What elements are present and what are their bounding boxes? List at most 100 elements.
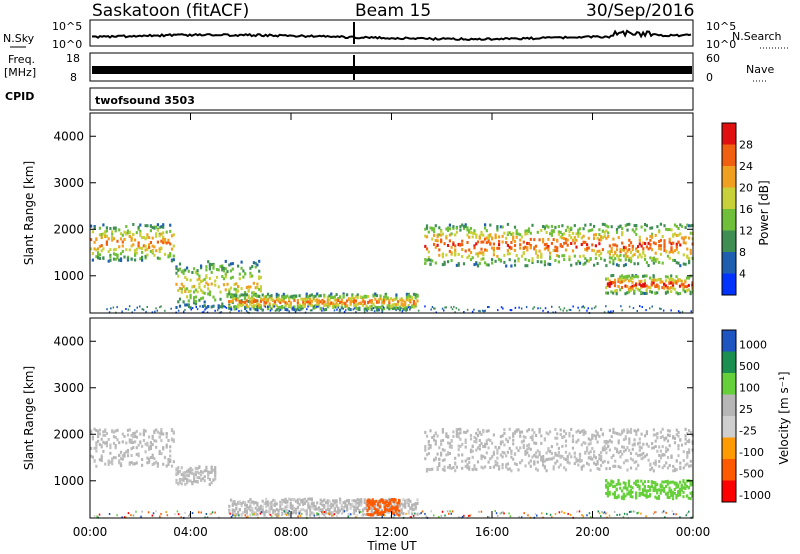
scatter-cell bbox=[661, 286, 664, 290]
scatter-cell bbox=[244, 295, 247, 298]
scatter-cell bbox=[605, 479, 608, 483]
noise-cell bbox=[196, 308, 199, 311]
scatter-cell bbox=[346, 304, 349, 308]
scatter-cell bbox=[91, 252, 94, 256]
scatter-cell bbox=[180, 282, 183, 286]
scatter-cell bbox=[508, 252, 511, 256]
scatter-cell bbox=[259, 507, 262, 511]
scatter-cell bbox=[411, 512, 414, 516]
scatter-cell bbox=[441, 428, 444, 432]
noise-cell bbox=[269, 513, 272, 516]
scatter-cell bbox=[640, 457, 643, 461]
scatter-cell bbox=[116, 253, 119, 257]
scatter-cell bbox=[652, 486, 655, 490]
scatter-cell bbox=[160, 232, 163, 236]
scatter-cell bbox=[344, 305, 347, 309]
noise-cell bbox=[352, 511, 355, 514]
scatter-cell bbox=[670, 281, 673, 285]
scatter-cell bbox=[610, 250, 613, 253]
scatter-cell bbox=[475, 448, 478, 452]
noise-cell bbox=[655, 511, 657, 514]
noise-cell bbox=[116, 306, 118, 309]
scatter-cell bbox=[661, 480, 664, 484]
scatter-cell bbox=[361, 513, 365, 517]
noise-cell bbox=[495, 512, 498, 515]
scatter-cell bbox=[526, 451, 529, 455]
scatter-cell bbox=[454, 233, 457, 237]
scatter-cell bbox=[675, 275, 678, 279]
scatter-cell bbox=[624, 494, 627, 498]
scatter-cell bbox=[240, 266, 243, 270]
scatter-cell bbox=[212, 264, 215, 268]
scatter-cell bbox=[684, 437, 687, 441]
scatter-cell bbox=[247, 500, 250, 503]
scatter-cell bbox=[436, 452, 439, 456]
noise-cell bbox=[201, 311, 204, 314]
scatter-cell bbox=[647, 241, 650, 245]
scatter-cell bbox=[434, 439, 437, 443]
scatter-cell bbox=[377, 299, 380, 303]
scatter-cell bbox=[668, 489, 671, 493]
scatter-cell bbox=[665, 436, 668, 440]
scatter-cell bbox=[144, 248, 147, 252]
noise-cell bbox=[605, 305, 607, 308]
scatter-cell bbox=[323, 498, 326, 502]
scatter-cell bbox=[635, 491, 638, 495]
noise-cell bbox=[509, 309, 512, 312]
scatter-cell bbox=[163, 455, 167, 459]
noise-cell bbox=[274, 309, 277, 312]
scatter-cell bbox=[158, 431, 161, 435]
scatter-cell bbox=[545, 242, 548, 246]
scatter-cell bbox=[148, 245, 151, 249]
scatter-cell bbox=[610, 281, 613, 285]
noise-cell bbox=[431, 306, 434, 308]
scatter-cell bbox=[496, 254, 499, 258]
noise-cell bbox=[302, 307, 304, 310]
scatter-cell bbox=[573, 451, 576, 455]
scatter-cell bbox=[116, 256, 119, 260]
scatter-cell bbox=[425, 469, 429, 473]
scatter-cell bbox=[351, 296, 354, 300]
power-colorbar-segment bbox=[722, 123, 736, 145]
scatter-cell bbox=[219, 264, 222, 268]
scatter-cell bbox=[605, 451, 608, 455]
scatter-cell bbox=[520, 235, 524, 239]
scatter-cell bbox=[666, 439, 670, 443]
scatter-cell bbox=[505, 236, 508, 240]
scatter-cell bbox=[594, 252, 597, 256]
scatter-cell bbox=[281, 502, 284, 506]
noise-cell bbox=[298, 512, 300, 515]
scatter-cell bbox=[326, 504, 329, 508]
scatter-cell bbox=[151, 250, 154, 254]
noise-cell bbox=[671, 510, 674, 513]
scatter-cell bbox=[254, 304, 257, 308]
scatter-cell bbox=[622, 445, 626, 449]
scatter-cell bbox=[659, 244, 662, 248]
scatter-cell bbox=[513, 240, 517, 243]
scatter-cell bbox=[621, 233, 624, 237]
scatter-cell bbox=[580, 443, 583, 447]
scatter-cell bbox=[620, 495, 624, 499]
scatter-cell bbox=[151, 456, 154, 460]
scatter-cell bbox=[593, 233, 596, 237]
scatter-cell bbox=[182, 300, 185, 304]
scatter-cell bbox=[153, 457, 156, 461]
scatter-cell bbox=[515, 446, 518, 450]
scatter-cell bbox=[363, 294, 366, 298]
scatter-cell bbox=[622, 428, 626, 432]
scatter-cell bbox=[375, 294, 379, 298]
scatter-cell bbox=[296, 498, 299, 502]
noise-cell bbox=[488, 306, 490, 308]
scatter-cell bbox=[686, 494, 689, 498]
scatter-cell bbox=[526, 444, 529, 448]
noise-cell bbox=[558, 511, 561, 514]
noise-cell bbox=[108, 311, 111, 314]
scatter-cell bbox=[647, 489, 650, 493]
scatter-cell bbox=[614, 464, 617, 468]
noise-cell bbox=[502, 511, 504, 514]
scatter-cell bbox=[385, 500, 388, 504]
scatter-cell bbox=[587, 451, 590, 455]
noise-cell bbox=[622, 515, 625, 518]
beam-title: Beam 15 bbox=[355, 1, 431, 21]
scatter-cell bbox=[268, 506, 271, 510]
